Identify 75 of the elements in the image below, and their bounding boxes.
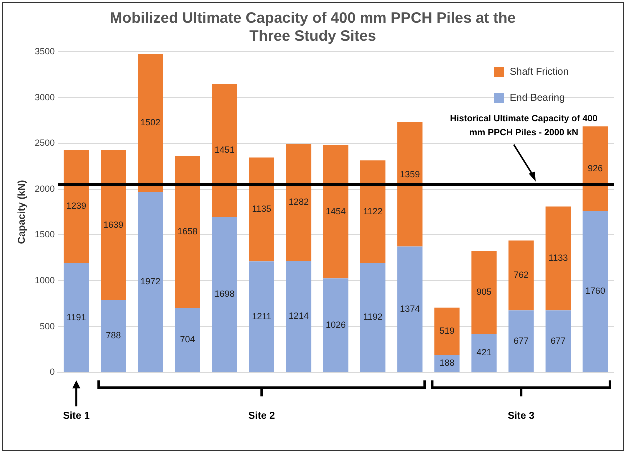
y-tick-label: 3500: [34, 46, 56, 56]
bar: [249, 158, 274, 262]
data-label: 421: [476, 348, 492, 358]
data-label: 1214: [288, 311, 309, 322]
bar: [472, 251, 497, 334]
bar: [546, 310, 572, 372]
bar: [546, 206, 572, 311]
data-label: 1192: [363, 312, 383, 322]
bar: [582, 126, 608, 212]
data-label: 1191: [66, 312, 86, 322]
y-axis-title: Capacity (kN): [16, 180, 28, 244]
bar: [508, 310, 534, 372]
text: Site 2: [248, 410, 276, 422]
bar: [434, 308, 460, 356]
data-label: 1026: [326, 320, 346, 330]
y-tick-label: 1500: [34, 230, 56, 240]
bar: [64, 264, 90, 372]
data-label: 1122: [363, 206, 383, 217]
data-label: 1239: [66, 201, 87, 212]
bar: [212, 84, 238, 218]
bar: [323, 278, 349, 372]
data-label: 519: [440, 326, 455, 336]
legend-label: End Bearing: [510, 92, 566, 104]
data-label: 1135: [252, 204, 272, 214]
y-tick-label: 1000: [34, 275, 56, 286]
data-label: 677: [550, 336, 566, 346]
data-label: 1972: [140, 276, 161, 287]
y-tick-label: 0: [50, 367, 56, 378]
chart-title: Mobilized Ultimate Capacity of 400 mm PPCH Piles at the Three Study Sites: [110, 10, 516, 46]
bar: [101, 150, 126, 300]
bar: [138, 54, 164, 192]
y-tick-label: 2000: [34, 184, 56, 194]
data-label: 905: [476, 287, 492, 298]
data-label: 1502: [140, 118, 161, 128]
bar: [101, 300, 126, 372]
bar: [212, 217, 238, 372]
bar: [472, 334, 497, 372]
data-label: 1658: [178, 226, 198, 237]
y-tick-label: 2500: [34, 138, 56, 148]
bar: [323, 145, 349, 279]
text: Site 1: [63, 410, 90, 422]
bar: [508, 240, 534, 311]
data-label: 704: [180, 334, 196, 345]
data-label: 788: [106, 330, 122, 341]
bar: [398, 122, 423, 247]
legend-label: Shaft Friction: [510, 66, 569, 78]
data-label: 1451: [214, 145, 235, 156]
data-label: 762: [514, 270, 529, 280]
data-label: 1760: [585, 286, 606, 296]
data-label: 926: [588, 163, 603, 174]
bar: [286, 261, 312, 372]
bar: [398, 246, 423, 372]
data-label: 1211: [252, 311, 272, 322]
bar: [64, 150, 90, 264]
bar: [249, 262, 274, 372]
bar: [286, 144, 312, 262]
bar: [582, 211, 608, 372]
y-tick-label: 500: [40, 321, 56, 332]
text: Site 3: [508, 410, 535, 422]
bar: [175, 308, 200, 372]
data-label: 1639: [104, 220, 124, 230]
y-tick-label: 3000: [34, 92, 56, 102]
data-label: 1454: [326, 206, 346, 217]
bar: [360, 263, 386, 372]
data-label: 1698: [214, 289, 235, 300]
data-label: 1359: [400, 169, 420, 180]
data-label: 188: [440, 358, 455, 368]
data-label: 1374: [400, 304, 420, 314]
ref-line-label: Historical Ultimate Capacity of 400 mm PPCH Piles - 2000 kN: [450, 113, 598, 138]
bar: [138, 192, 164, 372]
bar: [175, 156, 200, 308]
data-label: 1282: [288, 197, 309, 208]
data-label: 1133: [548, 253, 568, 264]
bar: [360, 160, 386, 264]
data-label: 677: [514, 336, 529, 346]
